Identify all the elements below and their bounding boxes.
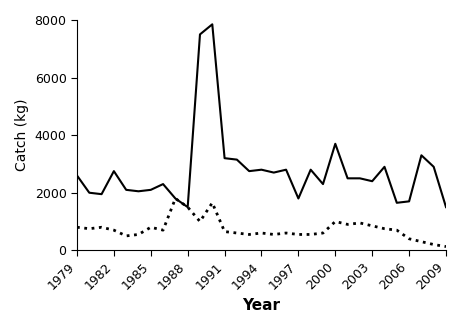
Y-axis label: Catch (kg): Catch (kg): [15, 99, 29, 172]
X-axis label: Year: Year: [242, 298, 280, 313]
